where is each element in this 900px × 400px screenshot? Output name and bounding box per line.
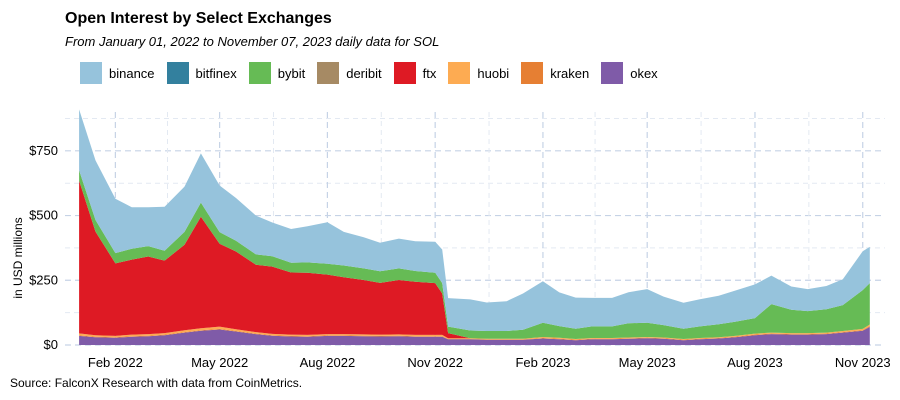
legend-label-kraken: kraken [550,65,590,81]
area-series-okex [79,326,870,345]
y-axis: $0 $250 $500 $750 [29,143,58,352]
legend-item-bybit: bybit [248,62,306,84]
x-tick-label: Nov 2022 [407,355,463,370]
legend-item-kraken: kraken [521,62,589,84]
legend-swatch-ftx [393,62,416,84]
y-tick-label: $500 [29,208,58,223]
legend-swatch-deribit [317,62,340,84]
x-axis: Feb 2022 May 2022 Aug 2022 Nov 2022 Feb 2023… [88,355,891,370]
legend-item-huobi: huobi [448,62,509,84]
legend-label-bitfinex: bitfinex [195,65,237,81]
legend-item-deribit: deribit [317,62,382,84]
legend-swatch-bitfinex [166,62,189,84]
x-tick-label: Feb 2023 [515,355,570,370]
area-series-ftx [79,180,870,339]
legend-label-binance: binance [109,65,155,81]
area-series-bybit [79,170,870,339]
area-series-binance [79,109,870,332]
legend-label-deribit: deribit [346,65,382,81]
legend-swatch-kraken [521,62,544,84]
chart-subtitle: From January 01, 2022 to November 07, 20… [65,34,440,49]
y-tick-label: $250 [29,272,58,287]
y-tick-label: $0 [44,337,58,352]
legend-item-bitfinex: bitfinex [166,62,237,84]
legend-swatch-huobi [448,62,471,84]
legend-item-ftx: ftx [393,62,437,84]
y-tick-label: $750 [29,143,58,158]
x-tick-label: Aug 2023 [727,355,783,370]
x-tick-label: May 2023 [619,355,676,370]
y-axis-label: in USD millions [11,217,25,298]
legend-swatch-okex [601,62,624,84]
legend-label-bybit: bybit [277,65,306,81]
chart-title: Open Interest by Select Exchanges [65,10,332,27]
legend-swatch-binance [80,62,102,84]
legend-label-okex: okex [630,65,658,81]
legend-item-okex: okex [601,62,658,84]
legend-label-huobi: huobi [477,65,510,81]
legend-swatch-bybit [248,62,271,84]
source-note: Source: FalconX Research with data from … [10,376,303,390]
x-tick-label: Nov 2023 [835,355,891,370]
legend-label-ftx: ftx [422,65,437,81]
series-areas [79,109,870,345]
chart-legend: binance bitfinex bybit deribit ftx huobi krake… [80,62,670,84]
x-tick-label: May 2022 [191,355,248,370]
x-tick-label: Feb 2022 [88,355,143,370]
x-tick-label: Aug 2022 [300,355,356,370]
legend-item-binance: binance [80,62,155,84]
